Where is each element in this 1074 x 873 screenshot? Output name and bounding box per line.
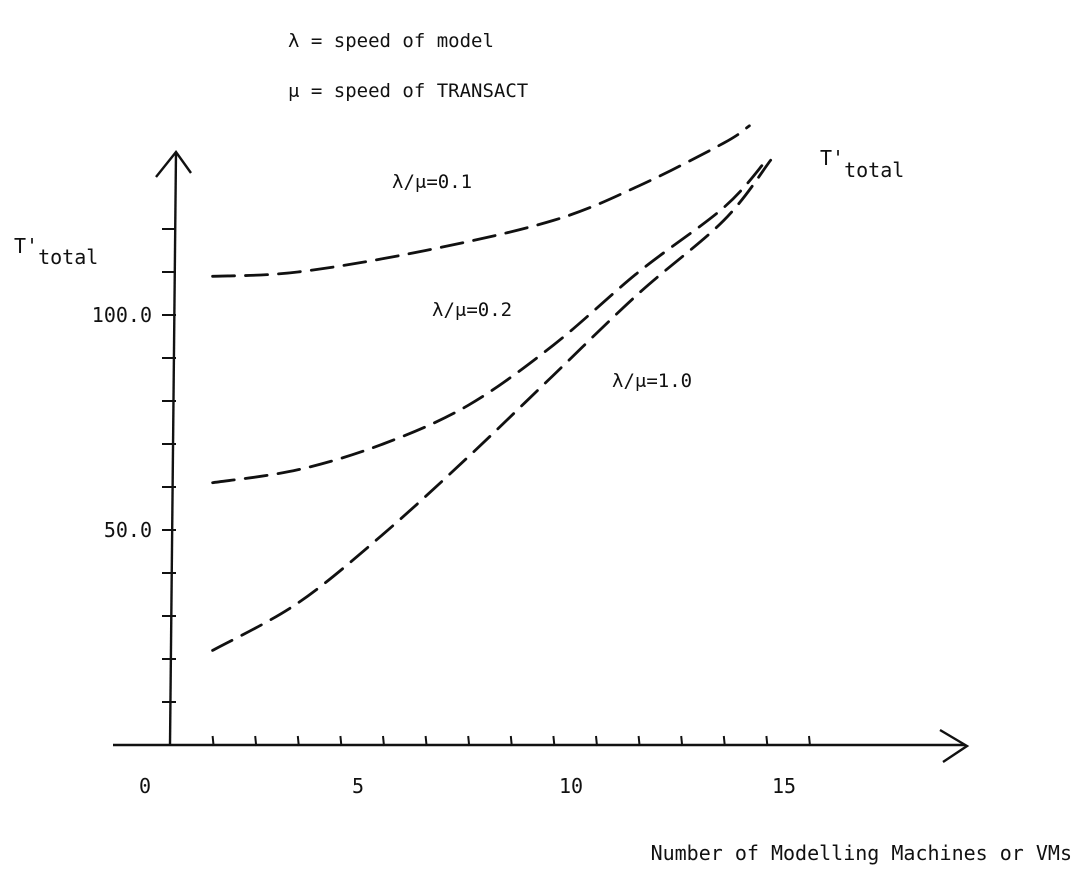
x-tick-label: 5 [352, 774, 364, 798]
axes [113, 150, 970, 763]
x-minor-tick [637, 735, 641, 747]
x-minor-tick [467, 735, 471, 747]
series-labels: λ/μ=0.1 λ/μ=0.2 λ/μ=1.0 [392, 171, 692, 392]
x-tick-label: 0 [139, 774, 151, 798]
series-line-1 [211, 124, 751, 278]
series-label-1: λ/μ=0.1 [392, 171, 472, 193]
y-tick-label: 50.0 [104, 518, 152, 542]
y-axis-line [168, 151, 178, 746]
x-minor-tick [509, 735, 513, 747]
x-minor-tick [680, 735, 684, 747]
x-minor-tick [254, 735, 258, 747]
minor-ticks [162, 228, 811, 747]
definition-mu: μ = speed of TRANSACT [288, 80, 528, 102]
x-minor-tick [424, 735, 428, 747]
series-label-3: λ/μ=1.0 [612, 370, 692, 392]
x-minor-tick [808, 735, 811, 747]
series-label-2: λ/μ=0.2 [432, 299, 512, 321]
series-line-2 [211, 158, 768, 485]
x-axis-title: Number of Modelling Machines or VMs [651, 841, 1072, 865]
x-minor-tick [595, 735, 598, 747]
x-minor-tick [296, 735, 300, 747]
y-tick-label: 100.0 [92, 303, 152, 327]
x-minor-tick [552, 735, 556, 747]
x-minor-tick [382, 735, 385, 747]
x-tick-label: 10 [559, 774, 583, 798]
x-minor-tick [765, 735, 769, 747]
y-axis-arrowhead [155, 150, 192, 178]
definition-lambda: λ = speed of model [288, 30, 494, 52]
x-axis-arrowhead [939, 728, 970, 763]
right-axis-label: T'total [820, 146, 904, 182]
series-layer [211, 124, 773, 652]
tick-labels: 0 5 10 15 50.0 100.0 [92, 303, 796, 798]
y-axis-title: T'total [14, 234, 98, 269]
x-minor-tick [722, 735, 726, 747]
x-minor-tick [339, 735, 343, 747]
series-line-3 [211, 158, 773, 652]
x-tick-label: 15 [772, 774, 796, 798]
x-minor-tick [211, 735, 215, 747]
